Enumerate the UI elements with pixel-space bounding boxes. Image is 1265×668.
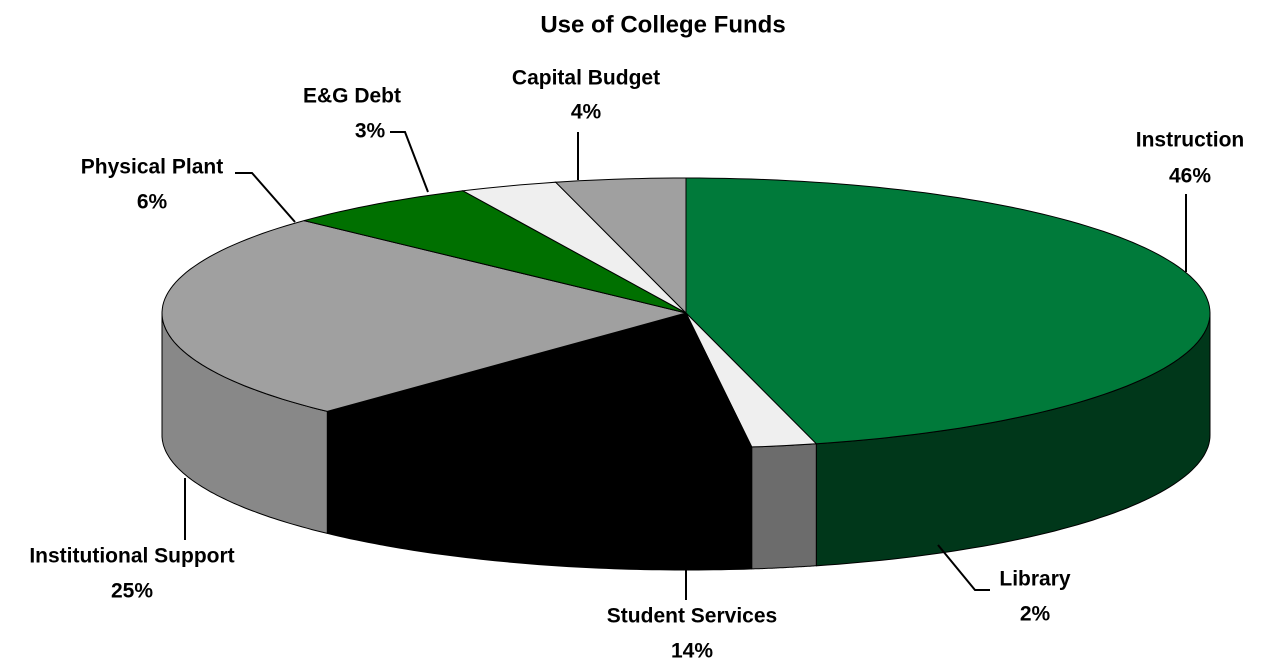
slice [161, 220, 687, 412]
slice [327, 312, 753, 449]
slice [461, 181, 687, 314]
slice-side [751, 443, 817, 570]
slice-label: Instruction [1136, 129, 1245, 152]
slice-value-label: 25% [111, 580, 153, 603]
leader-line [937, 544, 990, 591]
slice-label: Institutional Support [29, 545, 234, 568]
slice [685, 177, 1211, 445]
slice-value-label: 2% [1020, 603, 1051, 626]
slice-value-label: 46% [1169, 165, 1211, 188]
slice [303, 190, 687, 314]
slice [685, 312, 818, 448]
leader-line [390, 131, 429, 193]
slice-label: Library [999, 568, 1071, 591]
slice-value-label: 6% [137, 191, 168, 214]
slice-label: Capital Budget [512, 67, 660, 90]
slice-label: Student Services [607, 605, 777, 628]
slice-value-label: 14% [671, 640, 713, 663]
slice-label: E&G Debt [303, 85, 401, 108]
slice-label: Physical Plant [81, 156, 223, 179]
slice-value-label: 3% [355, 120, 386, 143]
leader-line [235, 172, 296, 223]
slice-value-label: 4% [571, 101, 602, 124]
chart-title: Use of College Funds [540, 11, 785, 38]
slice [554, 177, 687, 315]
